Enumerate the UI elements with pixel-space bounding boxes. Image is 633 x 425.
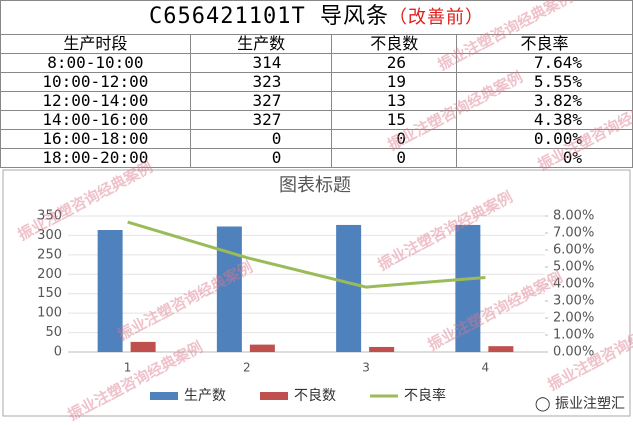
line-series [127, 220, 486, 289]
table-cell: 14:00-16:00 [0, 110, 191, 130]
bar [488, 346, 514, 352]
table-cell: 生产时段 [0, 34, 191, 54]
bar [130, 341, 156, 352]
table-cell: 7.64% [456, 53, 633, 73]
table-cell: 26 [331, 53, 458, 73]
x-tick-label: 2 [243, 361, 251, 375]
chart: 图表标题 0 50 100 150 200 250 300 350 0.00% 1.00% 2.00… [2, 169, 631, 417]
bar [336, 224, 362, 352]
table-title-cell: C656421101T 导风条（改善前） [0, 0, 633, 35]
bar [249, 344, 275, 352]
table-row: 16:00-18:00 0 0 0.00% [0, 129, 633, 149]
brand: ◯ 振业注塑汇 [534, 396, 625, 412]
y-tick-label: 200 [37, 267, 62, 282]
y-tick-label: 50 [45, 325, 62, 340]
bar [97, 229, 123, 352]
table-cell: 13 [331, 91, 458, 111]
table-header: 生产时段 生产数 不良数 不良率 [0, 34, 633, 54]
table-row: 8:00-10:00 314 26 7.64% [0, 53, 633, 73]
y-tick-label: 350 [37, 209, 62, 224]
y-tick-label: 100 [37, 306, 62, 321]
table-title: C656421101T 导风条 [149, 4, 389, 29]
table-note: （改善前） [388, 7, 484, 28]
bar [216, 226, 242, 352]
table-cell: 16:00-18:00 [0, 129, 191, 149]
table-cell: 3.82% [456, 91, 633, 111]
y2-tick-label: 2.00% [553, 311, 594, 326]
table-cell: 327 [189, 91, 333, 111]
table-cell: 10:00-12:00 [0, 72, 191, 92]
table-cell: 生产数 [189, 34, 333, 54]
table-cell: 15 [331, 110, 458, 130]
table-cell: 4.38% [456, 110, 633, 130]
table-cell: 0 [189, 148, 333, 168]
y-tick-label: 250 [37, 247, 62, 262]
data-table: C656421101T 导风条（改善前） 生产时段 生产数 不良数 不良率 8:00-1… [0, 0, 633, 168]
table-cell: 0 [331, 129, 458, 149]
table-cell: 323 [189, 72, 333, 92]
table-cell: 314 [189, 53, 333, 73]
bar [369, 346, 395, 352]
y-tick-label: 150 [37, 286, 62, 301]
table-cell: 5.55% [456, 72, 633, 92]
y2-tick-label: 7.00% [553, 226, 594, 241]
y2-tick-label: 0.00% [553, 345, 594, 360]
brand-text: 振业注塑汇 [555, 396, 625, 412]
table-cell: 12:00-14:00 [0, 91, 191, 111]
x-tick-label: 3 [362, 361, 370, 375]
table-cell: 0% [456, 148, 633, 168]
y-tick-label: 300 [37, 228, 62, 243]
table-cell: 0.00% [456, 129, 633, 149]
chart-title: 图表标题 [279, 175, 351, 196]
bar [455, 224, 481, 352]
table-cell: 0 [331, 148, 458, 168]
table-row: 18:00-20:00 0 0 0% [0, 148, 633, 168]
y2-tick-label: 1.00% [553, 328, 594, 343]
y2-tick-label: 5.00% [553, 260, 594, 275]
legend-label: 生产数 [184, 388, 226, 404]
table-cell: 0 [189, 129, 333, 149]
x-tick-label: 1 [124, 361, 132, 375]
table-cell: 327 [189, 110, 333, 130]
x-tick-label: 4 [482, 361, 490, 375]
table-cell: 不良数 [331, 34, 458, 54]
y2-tick-label: 6.00% [553, 243, 594, 258]
table-cell: 不良率 [456, 34, 633, 54]
y2-tick-label: 4.00% [553, 277, 594, 292]
legend-swatch [150, 392, 178, 400]
table-row: 14:00-16:00 327 15 4.38% [0, 110, 633, 130]
legend-label: 不良率 [404, 387, 446, 404]
chart-frame [2, 169, 631, 417]
legend-swatch [260, 392, 288, 400]
table-cell: 18:00-20:00 [0, 148, 191, 168]
table-row: 12:00-14:00 327 13 3.82% [0, 91, 633, 111]
table-row: 10:00-12:00 323 19 5.55% [0, 72, 633, 92]
legend-label: 不良数 [294, 388, 336, 404]
y2-tick-label: 8.00% [553, 209, 594, 224]
y-tick-label: 0 [54, 345, 62, 360]
table-cell: 19 [331, 72, 458, 92]
y2-tick-label: 3.00% [553, 294, 594, 309]
table-cell: 8:00-10:00 [0, 53, 191, 73]
